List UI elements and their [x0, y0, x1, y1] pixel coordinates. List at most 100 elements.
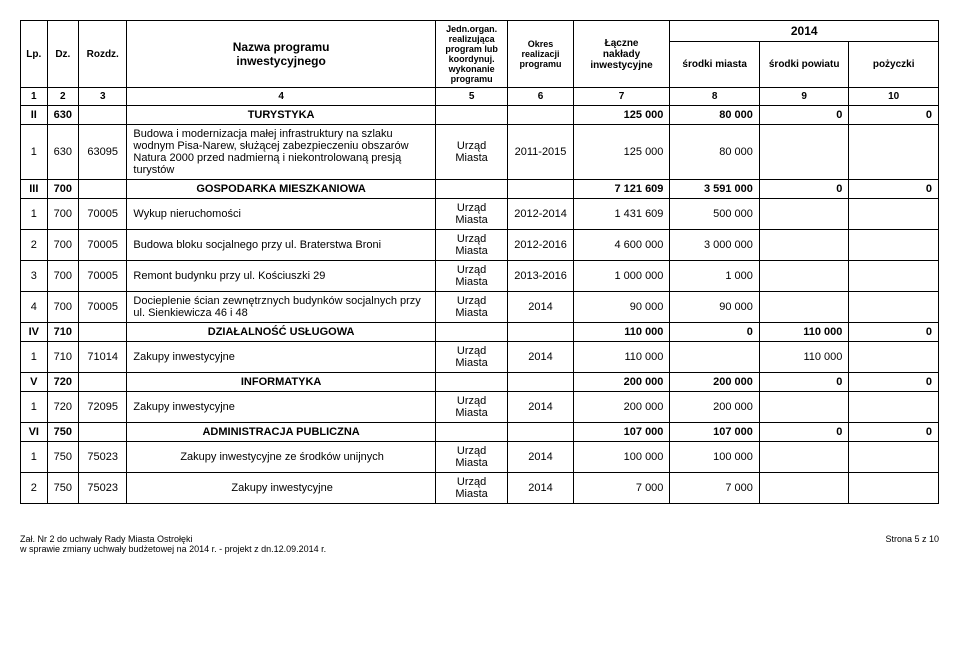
section-poz: 0 — [849, 323, 939, 342]
row-rozdz: 70005 — [79, 199, 127, 230]
row-b: 3 000 000 — [670, 230, 759, 261]
section-row: VI750ADMINISTRACJA PUBLICZNA107 000107 0… — [21, 423, 939, 442]
section-title: DZIAŁALNOŚĆ USŁUGOWA — [127, 323, 435, 342]
row-lp: 1 — [21, 442, 48, 473]
row-a: 110 000 — [573, 342, 670, 373]
col-naklady: Łączne nakłady inwestycyjne — [573, 21, 670, 88]
row-name: Zakupy inwestycyjne — [127, 392, 435, 423]
section-poz: 0 — [849, 373, 939, 392]
row-c — [759, 125, 848, 180]
section-dz: 710 — [47, 323, 78, 342]
row-b: 90 000 — [670, 292, 759, 323]
row-c: 110 000 — [759, 342, 848, 373]
row-b: 80 000 — [670, 125, 759, 180]
section-roman: IV — [21, 323, 48, 342]
row-org: Urząd Miasta — [435, 342, 508, 373]
row-dz: 710 — [47, 342, 78, 373]
row-okres: 2013-2016 — [508, 261, 573, 292]
row-d — [849, 125, 939, 180]
footer-right: Strona 5 z 10 — [885, 534, 939, 554]
section-roman: II — [21, 106, 48, 125]
row-c — [759, 392, 848, 423]
row-okres: 2011-2015 — [508, 125, 573, 180]
row-b: 500 000 — [670, 199, 759, 230]
row-org: Urząd Miasta — [435, 473, 508, 504]
row-okres: 2012-2014 — [508, 199, 573, 230]
row-name: Zakupy inwestycyjne — [127, 473, 435, 504]
table-body: II630TURYSTYKA125 00080 00000163063095Bu… — [21, 106, 939, 504]
row-d — [849, 261, 939, 292]
row-lp: 3 — [21, 261, 48, 292]
section-row: V720INFORMATYKA200 000200 00000 — [21, 373, 939, 392]
section-title: TURYSTYKA — [127, 106, 435, 125]
data-row: 470070005Docieplenie ścian zewnętrznych … — [21, 292, 939, 323]
row-name: Budowa bloku socjalnego przy ul. Braters… — [127, 230, 435, 261]
row-dz: 750 — [47, 442, 78, 473]
row-b — [670, 342, 759, 373]
row-dz: 700 — [47, 292, 78, 323]
section-sm: 107 000 — [670, 423, 759, 442]
row-rozdz: 70005 — [79, 230, 127, 261]
col-nazwa: Nazwa programu inwestycyjnego — [127, 21, 435, 88]
col-okres: Okres realizacji programu — [508, 21, 573, 88]
col-dz: Dz. — [47, 21, 78, 88]
row-b: 1 000 — [670, 261, 759, 292]
col-srodki-miasta: środki miasta — [670, 42, 759, 88]
section-row: II630TURYSTYKA125 00080 00000 — [21, 106, 939, 125]
section-roman: III — [21, 180, 48, 199]
row-org: Urząd Miasta — [435, 125, 508, 180]
row-rozdz: 70005 — [79, 261, 127, 292]
data-row: 163063095Budowa i modernizacja małej inf… — [21, 125, 939, 180]
section-sm: 0 — [670, 323, 759, 342]
row-dz: 700 — [47, 261, 78, 292]
data-row: 275075023Zakupy inwestycyjneUrząd Miasta… — [21, 473, 939, 504]
section-row: III700GOSPODARKA MIESZKANIOWA7 121 6093 … — [21, 180, 939, 199]
row-a: 200 000 — [573, 392, 670, 423]
section-roman: V — [21, 373, 48, 392]
section-total: 110 000 — [573, 323, 670, 342]
data-row: 171071014Zakupy inwestycyjneUrząd Miasta… — [21, 342, 939, 373]
table-header: Lp. Dz. Rozdz. Nazwa programu inwestycyj… — [21, 21, 939, 106]
row-d — [849, 442, 939, 473]
row-okres: 2012-2016 — [508, 230, 573, 261]
row-d — [849, 342, 939, 373]
row-lp: 1 — [21, 342, 48, 373]
row-rozdz: 70005 — [79, 292, 127, 323]
section-sp: 0 — [759, 423, 848, 442]
row-rozdz: 75023 — [79, 442, 127, 473]
row-lp: 2 — [21, 230, 48, 261]
section-sm: 3 591 000 — [670, 180, 759, 199]
row-a: 7 000 — [573, 473, 670, 504]
section-sm: 80 000 — [670, 106, 759, 125]
row-okres: 2014 — [508, 342, 573, 373]
row-rozdz: 63095 — [79, 125, 127, 180]
row-rozdz: 71014 — [79, 342, 127, 373]
row-org: Urząd Miasta — [435, 392, 508, 423]
row-d — [849, 473, 939, 504]
row-dz: 700 — [47, 199, 78, 230]
section-dz: 750 — [47, 423, 78, 442]
row-lp: 1 — [21, 199, 48, 230]
row-lp: 1 — [21, 125, 48, 180]
section-dz: 700 — [47, 180, 78, 199]
section-row: IV710DZIAŁALNOŚĆ USŁUGOWA110 0000110 000… — [21, 323, 939, 342]
section-title: ADMINISTRACJA PUBLICZNA — [127, 423, 435, 442]
data-row: 175075023Zakupy inwestycyjne ze środków … — [21, 442, 939, 473]
section-sp: 110 000 — [759, 323, 848, 342]
row-a: 90 000 — [573, 292, 670, 323]
section-sp: 0 — [759, 180, 848, 199]
row-lp: 4 — [21, 292, 48, 323]
row-okres: 2014 — [508, 473, 573, 504]
row-lp: 2 — [21, 473, 48, 504]
row-okres: 2014 — [508, 442, 573, 473]
col-year: 2014 — [670, 21, 939, 42]
row-org: Urząd Miasta — [435, 199, 508, 230]
row-c — [759, 292, 848, 323]
page-footer: Zał. Nr 2 do uchwały Rady Miasta Ostrołę… — [20, 534, 939, 554]
data-row: 370070005Remont budynku przy ul. Kościus… — [21, 261, 939, 292]
section-total: 7 121 609 — [573, 180, 670, 199]
section-poz: 0 — [849, 180, 939, 199]
footer-left: Zał. Nr 2 do uchwały Rady Miasta Ostrołę… — [20, 534, 326, 554]
row-name: Zakupy inwestycyjne ze środków unijnych — [127, 442, 435, 473]
row-name: Remont budynku przy ul. Kościuszki 29 — [127, 261, 435, 292]
